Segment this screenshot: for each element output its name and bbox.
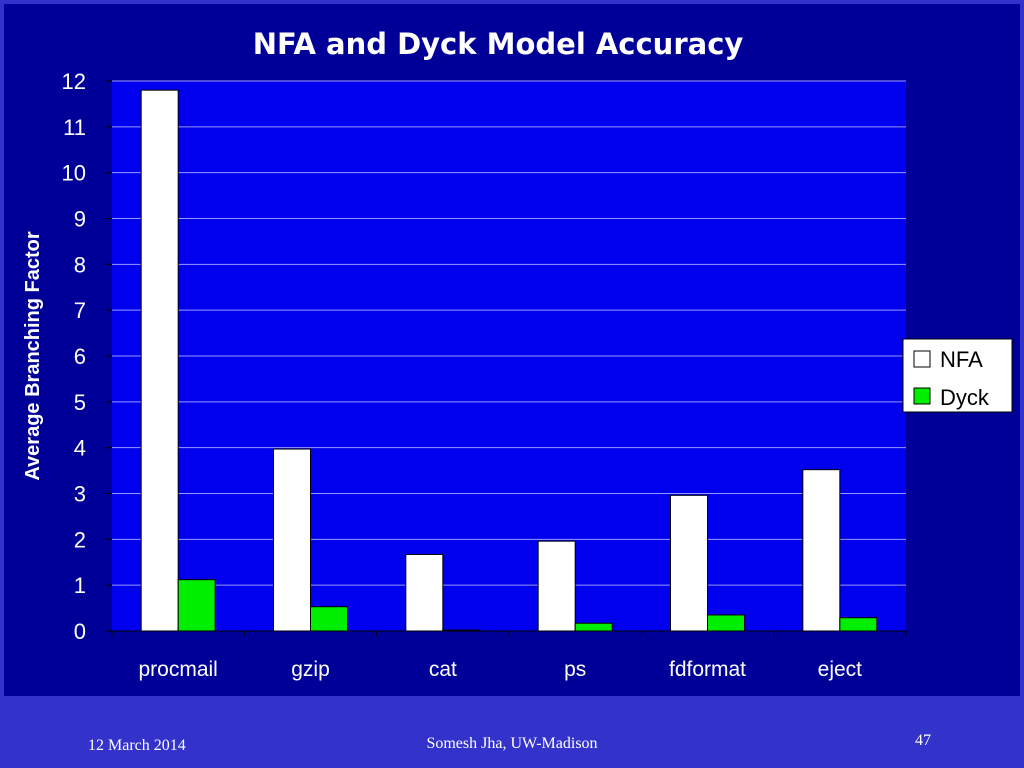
grid-lines — [112, 80, 906, 586]
y-tick-label: 2 — [74, 527, 86, 552]
legend-swatch-dyck — [913, 387, 931, 405]
bar-nfa-fdformat — [670, 494, 708, 632]
legend-label-dyck: Dyck — [940, 385, 990, 410]
bar-dyck-eject — [839, 617, 878, 632]
y-tick-label: 11 — [63, 115, 86, 140]
x-tick-label: ps — [564, 658, 586, 681]
bar-chart: NFA and Dyck Model Accuracy 012345678910… — [22, 27, 1013, 681]
y-tick-label: 0 — [74, 619, 86, 644]
x-tick-label: procmail — [138, 658, 217, 681]
footer-date: 12 March 2014 — [88, 737, 186, 754]
bar-dyck-ps — [574, 622, 613, 632]
bar-dyck-fdformat — [707, 614, 745, 632]
y-tick-label: 8 — [74, 252, 86, 277]
legend: NFA Dyck — [902, 338, 1013, 413]
bars — [140, 89, 878, 632]
x-tick-labels: procmail gzip cat ps fdformat eject — [111, 631, 907, 681]
bar-nfa-gzip — [273, 448, 311, 632]
legend-swatch-nfa — [913, 350, 931, 368]
bar-nfa-cat — [405, 553, 444, 632]
y-tick-label: 7 — [74, 298, 86, 323]
bar-dyck-gzip — [310, 606, 348, 632]
x-tick-label: gzip — [291, 658, 330, 681]
bar-dyck-procmail — [177, 579, 216, 632]
y-tick-label: 9 — [74, 207, 86, 232]
x-tick-label: fdformat — [669, 658, 746, 681]
bar-nfa-ps — [537, 540, 576, 632]
y-tick-label: 3 — [74, 482, 86, 507]
legend-label-nfa: NFA — [940, 347, 983, 372]
y-tick-label: 12 — [62, 69, 86, 94]
y-tick-label: 1 — [74, 573, 86, 598]
y-axis-label: Average Branching Factor — [22, 231, 44, 481]
y-tick-label: 5 — [74, 390, 86, 415]
bar-nfa-procmail — [140, 89, 179, 632]
page-number: 47 — [915, 732, 931, 749]
y-tick-label: 4 — [74, 436, 86, 461]
y-tick-label: 10 — [62, 161, 86, 186]
y-tick-label: 6 — [74, 344, 86, 369]
x-tick-label: cat — [429, 658, 457, 681]
footer-author: Somesh Jha, UW-Madison — [426, 735, 598, 752]
bar-nfa-eject — [802, 469, 841, 632]
x-tick-label: eject — [818, 658, 863, 681]
chart-title: NFA and Dyck Model Accuracy — [253, 27, 744, 61]
